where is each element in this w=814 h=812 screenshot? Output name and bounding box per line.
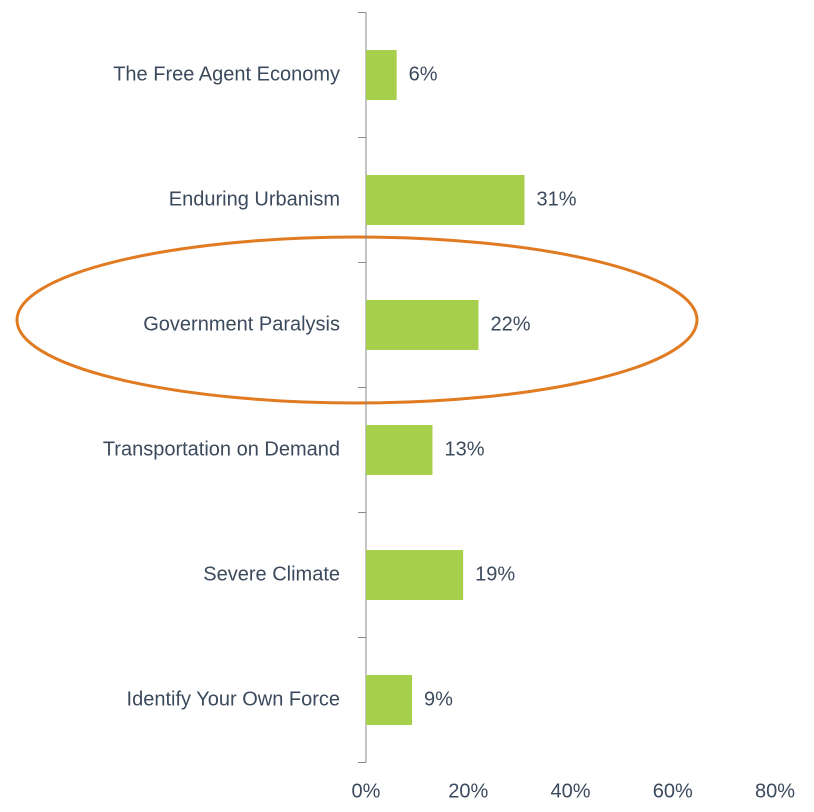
bar [366, 550, 464, 600]
y-tick-label: The Free Agent Economy [113, 63, 340, 85]
x-tick-label: 0% [352, 780, 381, 802]
y-tick-label: Severe Climate [203, 563, 340, 585]
value-label: 19% [475, 563, 515, 585]
bar [366, 425, 433, 475]
value-label: 13% [444, 438, 484, 460]
x-tick-label: 60% [653, 780, 693, 802]
value-label: 6% [409, 63, 438, 85]
y-tick-label: Identify Your Own Force [127, 688, 340, 710]
y-tick-label: Government Paralysis [143, 313, 340, 335]
bar [366, 675, 413, 725]
value-label: 31% [536, 188, 576, 210]
x-tick-label: 40% [550, 780, 590, 802]
y-tick-label: Transportation on Demand [103, 438, 340, 460]
y-tick-label: Enduring Urbanism [169, 188, 340, 210]
bar [366, 175, 525, 225]
bar [366, 300, 479, 350]
bar [366, 50, 397, 100]
x-tick-label: 20% [448, 780, 488, 802]
highlight-ellipse [15, 235, 699, 405]
x-tick-label: 80% [755, 780, 795, 802]
value-label: 22% [490, 313, 530, 335]
value-label: 9% [424, 688, 453, 710]
